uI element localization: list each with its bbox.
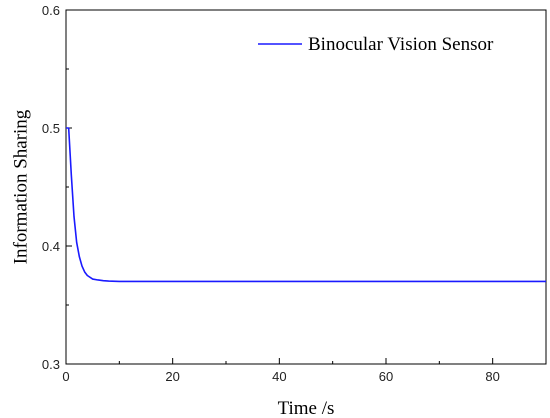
x-axis-title: Time /s [278,398,335,418]
x-tick-label: 40 [272,369,286,384]
y-axis-title: Information Sharing [10,109,31,264]
x-tick-label: 60 [379,369,393,384]
x-tick-label: 80 [485,369,499,384]
y-tick-label: 0.3 [42,357,60,372]
x-tick-label: 0 [62,369,69,384]
series-line [66,127,546,283]
plot-area-frame [65,9,547,365]
y-tick-label: 0.6 [42,3,60,18]
y-tick-label: 0.5 [42,121,60,136]
y-tick-label: 0.4 [42,239,60,254]
legend-label: Binocular Vision Sensor [308,34,494,55]
x-tick-label: 20 [165,369,179,384]
legend: Binocular Vision Sensor [258,34,494,55]
